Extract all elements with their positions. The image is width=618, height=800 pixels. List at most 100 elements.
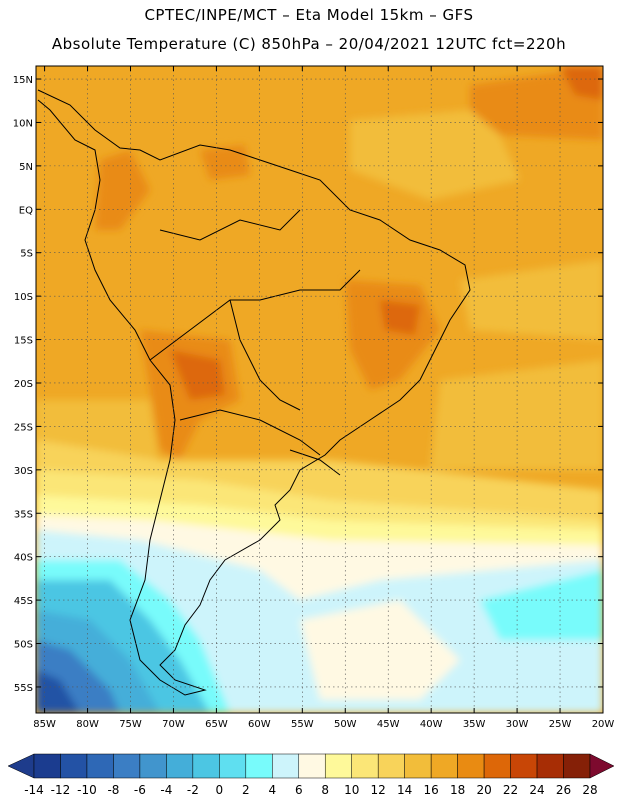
field-warm-colombia — [95, 150, 150, 230]
legend-value: 8 — [321, 783, 329, 797]
field-cream-patch-south — [300, 600, 460, 700]
legend-low-arrow — [7, 753, 35, 779]
legend-swatch — [457, 753, 485, 779]
lon-label: 85W — [33, 719, 56, 730]
legend-value: 14 — [397, 783, 412, 797]
field-mild-north — [350, 110, 520, 200]
legend-value: -12 — [51, 783, 71, 797]
temperature-field — [36, 66, 603, 713]
legend-value: 2 — [242, 783, 250, 797]
lat-label: 35S — [14, 509, 33, 520]
legend-value: 4 — [268, 783, 276, 797]
lat-label: 30S — [14, 466, 33, 477]
south-america-outline — [37, 89, 471, 696]
legend-value: 26 — [556, 783, 571, 797]
lat-label: 5N — [19, 162, 33, 173]
legend-value: -14 — [24, 783, 44, 797]
legend-value: -8 — [107, 783, 119, 797]
legend-value: -4 — [160, 783, 172, 797]
lon-label: 70W — [162, 719, 185, 730]
legend-value: -6 — [134, 783, 146, 797]
field-warm-venezuela — [200, 145, 250, 180]
lat-label: 5S — [20, 249, 33, 260]
field-hot-ne — [560, 66, 603, 100]
axis-ticks — [36, 66, 604, 713]
legend-high-arrow — [589, 753, 615, 779]
legend-swatch — [219, 753, 247, 779]
legend-swatch — [166, 753, 194, 779]
legend-value: 24 — [529, 783, 544, 797]
chart-title-line1: CPTEC/INPE/MCT – Eta Model 15km – GFS — [144, 6, 474, 24]
legend-value: 22 — [503, 783, 518, 797]
latitude-labels: 15N 10N 5N EQ 5S 10S 15S 20S 25S 30S 35S 40S 45S 50S 5… — [13, 75, 33, 694]
legend-swatch — [33, 753, 61, 779]
field-cyan-patch-east — [480, 570, 603, 640]
lat-label: 10N — [13, 118, 33, 129]
legend-swatch — [298, 753, 326, 779]
field-mild-south-atlantic — [430, 360, 603, 470]
legend-swatch — [430, 753, 458, 779]
legend-swatch — [404, 753, 432, 779]
legend-swatch — [563, 753, 591, 779]
legend-swatch — [272, 753, 300, 779]
field-hot-bahia — [380, 300, 420, 335]
legend-value: 20 — [476, 783, 491, 797]
lon-label: 65W — [205, 719, 228, 730]
legend-swatch — [510, 753, 538, 779]
lon-label: 45W — [377, 719, 400, 730]
legend-swatch — [86, 753, 114, 779]
lon-label: 40W — [420, 719, 443, 730]
lat-label: 15S — [14, 336, 33, 347]
chart-title-line2: Absolute Temperature (C) 850hPa – 20/04/… — [51, 35, 567, 53]
legend-swatch — [245, 753, 273, 779]
legend-value: 0 — [216, 783, 224, 797]
field-deep-cold — [36, 670, 80, 713]
lon-label: 25W — [549, 719, 572, 730]
graticule — [36, 66, 603, 713]
coastlines — [37, 89, 471, 696]
legend-value: 18 — [450, 783, 465, 797]
field-hot-chaco — [170, 350, 225, 400]
border-line-2 — [159, 209, 301, 241]
lat-label: 15N — [13, 75, 33, 86]
lat-label: 25S — [14, 422, 33, 433]
lon-label: 55W — [291, 719, 314, 730]
field-mild-atlantic — [460, 260, 603, 340]
border-line-1 — [149, 269, 361, 361]
lon-label: 35W — [463, 719, 486, 730]
border-line-4 — [229, 299, 301, 411]
longitude-labels: 85W 80W 75W 70W 65W 60W 55W 50W 45W 40W 35W 30W 25W 2… — [33, 719, 614, 730]
legend-swatch — [113, 753, 141, 779]
legend-swatch — [351, 753, 379, 779]
legend-swatch — [324, 753, 352, 779]
legend-value: 16 — [424, 783, 439, 797]
legend-swatch — [60, 753, 88, 779]
lat-label: 55S — [14, 683, 33, 694]
legend-swatch — [139, 753, 167, 779]
lon-label: 75W — [119, 719, 142, 730]
map-frame — [35, 65, 604, 714]
legend-value: -2 — [187, 783, 199, 797]
lat-label: 20S — [14, 379, 33, 390]
lat-label: 10S — [14, 292, 33, 303]
legend-value: 12 — [371, 783, 386, 797]
lon-label: 20W — [592, 719, 615, 730]
border-line-3 — [179, 409, 321, 456]
lon-label: 60W — [248, 719, 271, 730]
lon-label: 80W — [76, 719, 99, 730]
lon-label: 30W — [506, 719, 529, 730]
lat-label: 40S — [14, 553, 33, 564]
legend-value: 10 — [344, 783, 359, 797]
lat-label: 50S — [14, 640, 33, 651]
legend-value: -10 — [77, 783, 97, 797]
legend-labels: -14 -12 -10 -8 -6 -4 -2 0 2 4 6 8 10 12 14 16 18 20 22 24 26… — [24, 783, 597, 797]
legend-bar — [7, 753, 615, 779]
legend-swatch — [483, 753, 511, 779]
lat-label: EQ — [19, 205, 33, 216]
legend-swatch — [192, 753, 220, 779]
lat-label: 45S — [14, 596, 33, 607]
legend-value: 6 — [295, 783, 303, 797]
lon-label: 50W — [334, 719, 357, 730]
